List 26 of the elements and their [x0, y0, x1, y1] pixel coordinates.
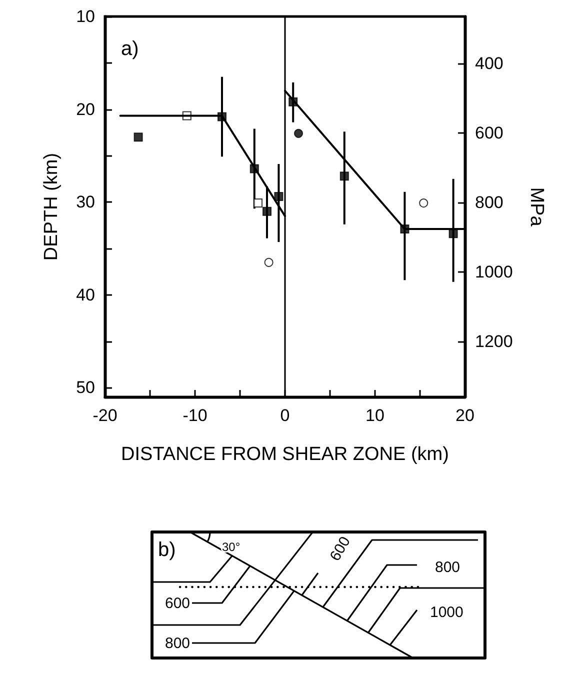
- y2-tick-label: 600: [475, 123, 504, 142]
- text: 1000: [430, 604, 464, 621]
- text: 600: [165, 595, 190, 612]
- x-tick-label: 0: [280, 406, 290, 425]
- x-tick-label: -20: [92, 406, 118, 425]
- text: 600: [326, 534, 354, 564]
- text: 800: [435, 559, 460, 576]
- y2-tick-label: 400: [475, 54, 504, 73]
- y-tick-label: 50: [76, 378, 95, 398]
- text: a): [121, 38, 139, 60]
- y2-axis-title: MPa: [526, 187, 547, 227]
- x-axis-title: DISTANCE FROM SHEAR ZONE (km): [121, 444, 449, 465]
- y2-tick-label: 1000: [475, 262, 513, 282]
- x-tick-label: 20: [456, 406, 474, 425]
- y-tick-label: 10: [76, 7, 95, 26]
- x-tick-label: 10: [366, 406, 384, 425]
- x-tick-label: -10: [182, 406, 208, 425]
- y-tick-label: 40: [76, 285, 95, 304]
- y-axis-title: DEPTH (km): [41, 152, 62, 261]
- y2-tick-label: 1200: [475, 332, 513, 351]
- text: 30°: [222, 540, 240, 554]
- text: b): [158, 539, 176, 561]
- y2-tick-label: 800: [475, 192, 504, 212]
- y-tick-label: 20: [76, 100, 95, 119]
- y-tick-label: 30: [76, 192, 95, 212]
- text: 800: [165, 635, 190, 652]
